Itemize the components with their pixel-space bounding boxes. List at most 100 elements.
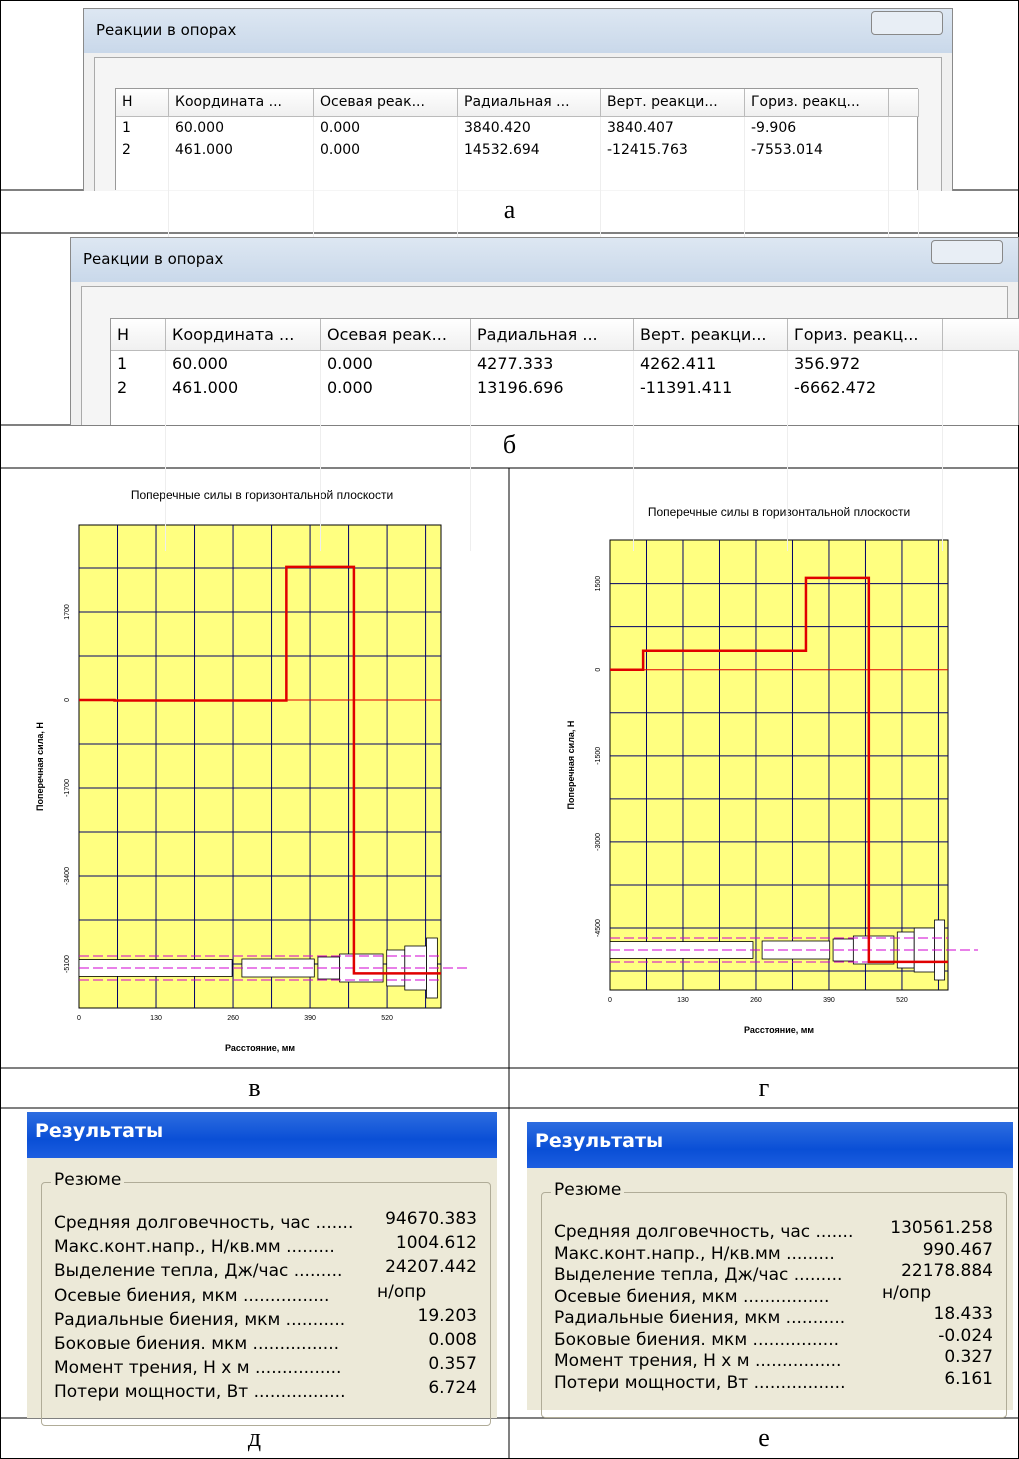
x-tick-label: 390 [304,1015,316,1022]
column-header: Верт. реакци... [601,94,745,110]
result-value: н/опр [377,1282,477,1302]
window-title: Реакции в опорах [96,21,236,39]
x-tick-label: 260 [750,997,762,1004]
y-tick-label: -3400 [64,867,71,885]
result-value: 1004.612 [377,1233,477,1253]
table-cell: 0.000 [321,378,471,397]
table-cell: 3840.407 [601,120,745,136]
result-value: 0.008 [377,1330,477,1350]
result-value: 130561.258 [882,1218,993,1238]
window-title: Реакции в опорах [83,250,223,268]
group-title: Резюме [51,1170,124,1190]
result-label: Момент трения, Н х м ................ [554,1351,841,1371]
panel-caption: а [0,190,1019,233]
result-value: н/опр [882,1283,993,1303]
column-header: Н [111,325,166,344]
result-value: 6.724 [377,1378,477,1398]
y-tick-label: 0 [64,698,71,702]
panel-caption: д [0,1418,509,1459]
column-header: Координата ... [166,325,321,344]
column-header: Осевая реак... [314,94,458,110]
column-header: Верт. реакци... [634,325,788,344]
table-cell: -6662.472 [788,378,943,397]
plot-area [610,540,948,990]
result-label: Осевые биения, мкм ................ [54,1286,329,1306]
result-label: Средняя долговечность, час ....... [554,1222,853,1242]
panel-caption: е [509,1418,1019,1459]
result-value: 0.327 [882,1347,993,1367]
x-tick-label: 520 [381,1015,393,1022]
result-label: Осевые биения, мкм ................ [554,1287,829,1307]
y-tick-label: -3000 [595,833,602,851]
title-bar: Результаты [527,1122,1013,1168]
title-bar: Результаты [27,1112,497,1158]
shaft-step [853,936,894,964]
table-cell: 461.000 [169,142,314,158]
table-cell: 1 [111,354,166,373]
result-label: Радиальные биения, мкм ........... [54,1310,345,1330]
group-title: Резюме [551,1180,624,1200]
table-cell: 2 [116,142,169,158]
result-value: 0.357 [377,1354,477,1374]
result-value: 18.433 [882,1304,993,1324]
chart-title: Поперечные силы в горизонтальной плоскос… [131,488,393,502]
result-value: 24207.442 [377,1257,477,1277]
result-value: 19.203 [377,1306,477,1326]
column-header: Гориз. реакц... [788,325,943,344]
table-cell: 1 [116,120,169,136]
table-cell: 14532.694 [458,142,601,158]
x-tick-label: 130 [150,1015,162,1022]
panel-caption: в [0,1068,509,1108]
y-tick-label: 1500 [595,576,602,592]
table-cell: 4262.411 [634,354,788,373]
header-cell [889,89,919,117]
table-cell: -11391.411 [634,378,788,397]
table-cell: 3840.420 [458,120,601,136]
y-tick-label: 1700 [64,604,71,620]
results-window: Результаты Резюме Средняя долговечность, ч… [527,1122,1013,1410]
x-tick-label: 130 [677,997,689,1004]
x-tick-label: 260 [227,1015,239,1022]
page: Поперечные силы в горизонтальной плоскос… [0,0,1019,1459]
result-label: Макс.конт.напр., Н/кв.мм ......... [54,1237,335,1257]
result-label: Момент трения, Н х м ................ [54,1358,341,1378]
result-value: -0.024 [882,1326,993,1346]
result-value: 990.467 [882,1240,993,1260]
result-label: Выделение тепла, Дж/час ......... [54,1261,342,1281]
result-label: Выделение тепла, Дж/час ......... [554,1265,842,1285]
column-header: Н [116,94,169,110]
table-cell: 461.000 [166,378,321,397]
y-axis-label: Поперечная сила, Н [35,722,45,811]
result-label: Боковые биения. мкм ................ [54,1334,339,1354]
table-cell: -7553.014 [745,142,889,158]
result-label: Радиальные биения, мкм ........... [554,1308,845,1328]
column-header: Координата ... [169,94,314,110]
column-header: Гориз. реакц... [745,94,889,110]
y-tick-label: -4500 [595,919,602,937]
result-value: 6.161 [882,1369,993,1389]
x-tick-label: 0 [77,1015,81,1022]
x-tick-label: 390 [823,997,835,1004]
table-cell: 0.000 [314,142,458,158]
table-cell: 60.000 [166,354,321,373]
y-axis-label: Поперечная сила, Н [566,721,576,810]
result-label: Макс.конт.напр., Н/кв.мм ......... [554,1244,835,1264]
column-header: Осевая реак... [321,325,471,344]
y-tick-label: -1700 [64,779,71,797]
x-tick-label: 520 [896,997,908,1004]
table-cell: 13196.696 [471,378,634,397]
close-button [871,11,943,35]
panel-caption: г [509,1068,1019,1108]
close-button [931,240,1003,264]
y-tick-label: 0 [595,668,602,672]
chart-title: Поперечные силы в горизонтальной плоскос… [648,505,910,519]
result-value: 22178.884 [882,1261,993,1281]
column-header: Радиальная ... [458,94,601,110]
x-axis-label: Расстояние, мм [225,1043,295,1053]
table-cell: 4277.333 [471,354,634,373]
result-label: Потери мощности, Вт ................. [54,1382,345,1402]
table-cell: 356.972 [788,354,943,373]
